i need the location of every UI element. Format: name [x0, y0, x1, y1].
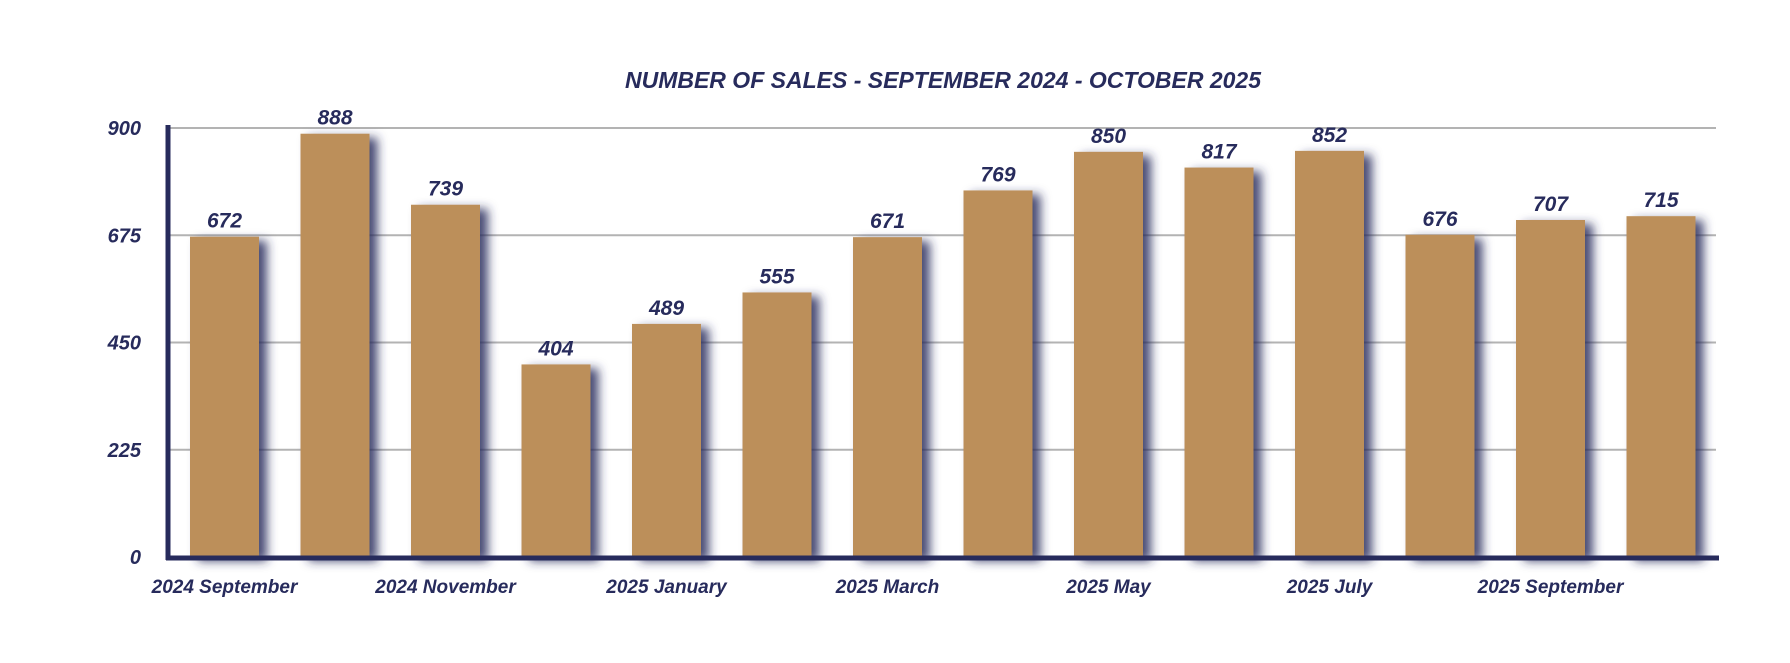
- data-label: 676: [1422, 208, 1457, 231]
- y-tick-label: 225: [107, 440, 142, 462]
- data-label: 852: [1312, 124, 1347, 147]
- bar-2025-september: [1516, 219, 1585, 557]
- data-label: 888: [317, 107, 352, 130]
- data-label: 671: [870, 210, 905, 233]
- bar-2025-august: [1405, 234, 1475, 558]
- bar-2025-january: [632, 323, 701, 557]
- data-label: 739: [428, 178, 463, 201]
- data-label: 850: [1091, 125, 1126, 148]
- x-tick-label: 2024 September: [151, 577, 299, 598]
- x-tick-label: 2025 March: [835, 577, 940, 598]
- data-label: 715: [1643, 189, 1678, 212]
- chart-title: NUMBER OF SALES - SEPTEMBER 2024 - OCTOB…: [625, 67, 1262, 93]
- x-tick-label: 2025 May: [1065, 577, 1152, 598]
- bar-2024-november: [411, 204, 480, 557]
- y-tick-label: 900: [108, 118, 141, 140]
- bar-2025-july: [1295, 150, 1364, 557]
- data-label: 404: [537, 337, 573, 360]
- data-label: 707: [1533, 193, 1569, 216]
- bar-2025-may: [1074, 151, 1143, 558]
- bar-2025-february: [742, 292, 812, 557]
- data-label: 489: [648, 297, 684, 320]
- bar-2025-june: [1184, 167, 1254, 557]
- data-label: 817: [1201, 141, 1237, 164]
- x-tick-label: 2025 September: [1477, 577, 1625, 598]
- bar-2024-december: [521, 364, 591, 557]
- y-tick-label: 450: [107, 333, 141, 355]
- x-tick-label: 2025 January: [605, 577, 728, 598]
- bar-2025-april: [963, 190, 1033, 557]
- bar-2025-october: [1626, 216, 1696, 557]
- y-tick-label: 0: [130, 547, 141, 569]
- data-label: 555: [759, 265, 794, 288]
- bar-2024-october: [300, 133, 370, 557]
- y-tick-label: 675: [108, 225, 142, 247]
- data-label: 769: [980, 163, 1015, 186]
- data-label: 672: [207, 210, 242, 233]
- bar-2024-september: [190, 236, 259, 557]
- x-tick-label: 2025 July: [1286, 577, 1374, 598]
- x-tick-label: 2024 November: [374, 577, 517, 598]
- bar-2025-march: [853, 237, 922, 557]
